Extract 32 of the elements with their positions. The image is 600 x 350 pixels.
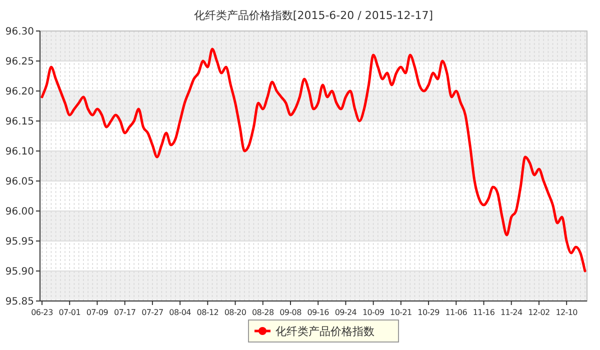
xtick: 10-21 [390, 308, 412, 317]
xtick: 09-08 [280, 308, 302, 317]
xtick: 09-24 [334, 308, 357, 317]
ytick: 96.15 [5, 116, 34, 128]
xtick: 07-27 [142, 308, 164, 317]
xtick: 08-12 [196, 308, 219, 317]
xtick: 10-29 [418, 308, 440, 317]
xtick: 08-04 [169, 308, 191, 317]
ytick: 96.20 [5, 86, 34, 98]
xtick: 10-09 [362, 308, 384, 317]
xtick: 12-10 [556, 308, 578, 317]
ytick: 96.00 [5, 206, 34, 218]
xtick: 06-23 [31, 308, 53, 317]
ytick: 95.95 [5, 236, 34, 248]
ytick: 96.10 [5, 146, 34, 158]
xtick: 07-01 [58, 308, 80, 317]
xtick: 11-06 [445, 308, 468, 317]
ytick: 96.30 [5, 26, 34, 38]
xtick: 07-17 [114, 308, 136, 317]
legend-label: 化纤类产品价格指数 [276, 325, 374, 338]
ytick: 95.85 [5, 296, 34, 308]
xtick: 12-02 [528, 308, 550, 317]
xtick: 11-24 [500, 308, 522, 317]
title: 化纤类产品价格指数[2015-6-20 / 2015-12-17] [194, 9, 434, 22]
xtick: 07-09 [86, 308, 108, 317]
xtick: 11-16 [472, 308, 495, 317]
xtick: 08-28 [252, 308, 274, 317]
xtick: 08-20 [224, 308, 246, 317]
ytick: 96.05 [5, 176, 34, 188]
ytick: 95.90 [5, 266, 34, 278]
ytick: 96.25 [5, 56, 34, 68]
xtick: 09-16 [307, 308, 329, 317]
